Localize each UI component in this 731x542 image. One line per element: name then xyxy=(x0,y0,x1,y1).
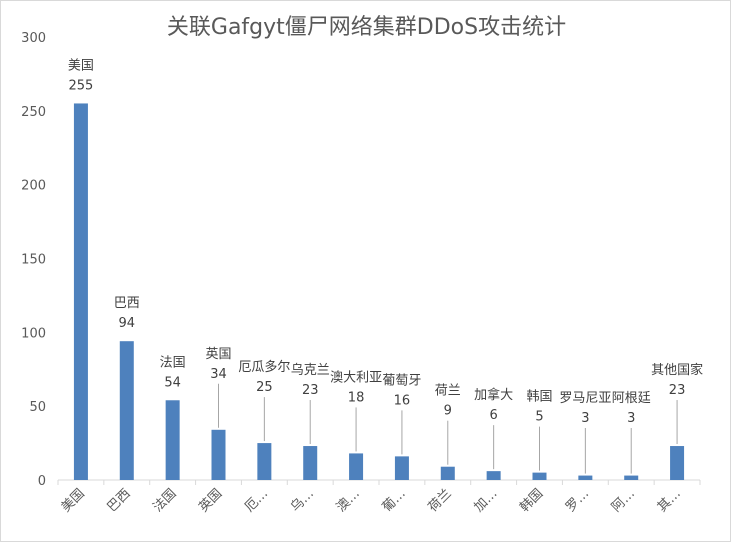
bar xyxy=(394,456,409,480)
y-tick-label: 200 xyxy=(21,179,46,194)
bar xyxy=(165,400,180,480)
data-label-value: 94 xyxy=(119,316,136,331)
data-label-name: 加拿大 xyxy=(474,387,513,403)
bar xyxy=(211,429,226,480)
data-label-name: 英国 xyxy=(205,347,231,362)
bar xyxy=(257,443,272,480)
data-label-value: 25 xyxy=(256,380,273,395)
data-label-name: 荷兰 xyxy=(435,384,461,399)
bar xyxy=(349,453,364,480)
x-tick-label: 澳… xyxy=(333,486,363,516)
y-tick-label: 300 xyxy=(21,31,46,46)
data-label-value: 16 xyxy=(394,393,411,408)
bar xyxy=(73,103,88,480)
data-label-name: 法国 xyxy=(160,355,186,370)
data-label-value: 6 xyxy=(490,408,498,423)
data-label-name: 韩国 xyxy=(526,390,552,405)
x-tick-label: 韩国 xyxy=(517,486,546,515)
data-label-value: 54 xyxy=(164,375,181,390)
bar xyxy=(578,475,593,480)
data-label-name: 巴西 xyxy=(114,296,140,311)
data-label-value: 18 xyxy=(348,390,365,405)
chart-title: 关联Gafgyt僵尸网络集群DDoS攻击统计 xyxy=(166,15,567,40)
x-tick-label: 罗… xyxy=(563,486,592,515)
x-tick-label: 阿… xyxy=(609,486,638,515)
data-label-name: 厄瓜多尔 xyxy=(238,359,290,375)
y-tick-label: 0 xyxy=(38,474,46,489)
y-tick-label: 250 xyxy=(21,105,46,120)
x-tick-label: 加… xyxy=(471,486,500,515)
y-tick-label: 150 xyxy=(21,253,46,268)
data-label-value: 23 xyxy=(302,383,319,398)
data-label-value: 9 xyxy=(444,404,452,419)
data-label-name: 澳大利亚 xyxy=(330,369,382,385)
x-tick-label: 葡… xyxy=(380,486,409,515)
data-label-name: 阿根廷 xyxy=(612,391,651,406)
data-label-value: 3 xyxy=(581,411,589,426)
x-tick-label: 英国 xyxy=(196,486,225,515)
x-tick-label: 厄… xyxy=(242,486,271,515)
bar xyxy=(486,471,501,480)
x-tick-label: 乌… xyxy=(287,486,317,516)
y-tick-label: 50 xyxy=(29,400,46,415)
data-label-value: 23 xyxy=(669,383,686,398)
x-tick-label: 法国 xyxy=(150,486,179,515)
x-tick-label: 美国 xyxy=(59,486,88,515)
x-tick-label: 巴西 xyxy=(105,486,134,515)
x-tick-label: 其… xyxy=(655,486,684,515)
data-label-value: 5 xyxy=(535,410,543,425)
data-label-name: 罗马尼亚 xyxy=(559,391,611,406)
bar xyxy=(670,446,685,480)
data-label-name: 乌克兰 xyxy=(291,362,330,378)
data-label-name: 美国 xyxy=(68,58,94,73)
bar xyxy=(303,446,318,480)
x-tick-label: 荷兰 xyxy=(426,486,455,515)
data-label-name: 其他国家 xyxy=(651,362,703,378)
bar xyxy=(440,466,455,480)
bar xyxy=(532,472,547,480)
data-label-value: 34 xyxy=(210,367,227,382)
y-tick-label: 100 xyxy=(21,326,46,341)
data-label-value: 3 xyxy=(627,411,635,426)
data-label-name: 葡萄牙 xyxy=(382,373,421,388)
bar xyxy=(119,341,134,480)
bar xyxy=(624,475,639,480)
data-label-value: 255 xyxy=(69,78,94,93)
